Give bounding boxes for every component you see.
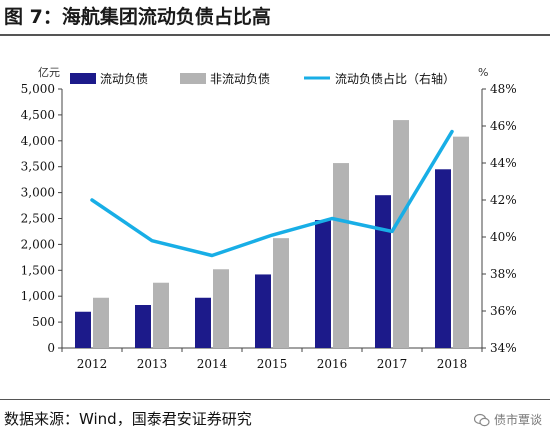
bar-noncurrent (393, 120, 409, 348)
left-tick-label: 5,000 (21, 82, 55, 96)
left-tick-label: 2,500 (21, 212, 55, 226)
title-divider (0, 34, 550, 36)
legend-label-noncurrent: 非流动负债 (210, 72, 270, 86)
bar-noncurrent (273, 238, 289, 348)
x-tick-label: 2013 (137, 357, 168, 371)
legend: 流动负债 非流动负债 流动负债占比（右轴） (70, 71, 455, 86)
wechat-icon (473, 413, 490, 427)
right-tick-label: 46% (490, 119, 517, 133)
bar-current (315, 220, 331, 348)
bar-current (195, 297, 211, 348)
right-tick-label: 36% (490, 304, 517, 318)
watermark: 债市覃谈 (473, 411, 542, 429)
right-tick-label: 34% (490, 341, 517, 355)
bar-current (375, 195, 391, 348)
right-tick-label: 40% (490, 230, 517, 244)
plot-area: 0 500 1,000 1,500 2,000 2,500 3,000 3,500 4,000 4… (21, 82, 517, 371)
bar-current (255, 274, 271, 348)
left-tick-label: 4,500 (21, 108, 55, 122)
ratio-line (90, 129, 454, 258)
left-tick-label: 4,000 (21, 134, 55, 148)
data-source: 数据来源：Wind，国泰君安证券研究 (4, 410, 252, 428)
figure-title: 图 7：海航集团流动负债占比高 (4, 6, 271, 28)
x-tick-label: 2012 (77, 357, 108, 371)
bar-noncurrent (153, 282, 169, 348)
bar-noncurrent (453, 136, 469, 348)
left-tick-label: 1,500 (21, 263, 55, 277)
left-tick-label: 3,500 (21, 160, 55, 174)
left-tick-label: 0 (47, 341, 55, 355)
debt-chart: 流动负债 非流动负债 流动负债占比（右轴） 亿元 % 0 500 1,000 1,50… (21, 66, 517, 371)
right-axis-unit: % (478, 66, 488, 79)
legend-label-ratio: 流动负债占比（右轴） (335, 71, 455, 86)
watermark-text: 债市覃谈 (493, 413, 542, 427)
bar-current (135, 305, 151, 348)
legend-label-current: 流动负债 (100, 72, 148, 86)
bar-current (435, 169, 451, 348)
legend-swatch-noncurrent (180, 73, 206, 84)
right-tick-label: 48% (490, 82, 517, 96)
bar-noncurrent (93, 297, 109, 348)
legend-swatch-current (70, 73, 96, 84)
left-tick-label: 1,000 (21, 289, 55, 303)
left-tick-label: 3,000 (21, 186, 55, 200)
x-tick-label: 2014 (197, 357, 228, 371)
right-tick-label: 44% (490, 156, 517, 170)
right-tick-label: 38% (490, 267, 517, 281)
bar-noncurrent (213, 269, 229, 348)
x-tick-label: 2016 (317, 357, 348, 371)
left-tick-label: 2,000 (21, 237, 55, 251)
bar-noncurrent (333, 163, 349, 348)
bar-current (75, 311, 91, 348)
x-tick-label: 2018 (437, 357, 468, 371)
footer-divider (0, 399, 550, 400)
left-axis-unit: 亿元 (38, 66, 60, 79)
x-tick-label: 2015 (257, 357, 288, 371)
x-tick-label: 2017 (377, 357, 408, 371)
right-tick-label: 42% (490, 193, 517, 207)
left-tick-label: 500 (32, 315, 55, 329)
